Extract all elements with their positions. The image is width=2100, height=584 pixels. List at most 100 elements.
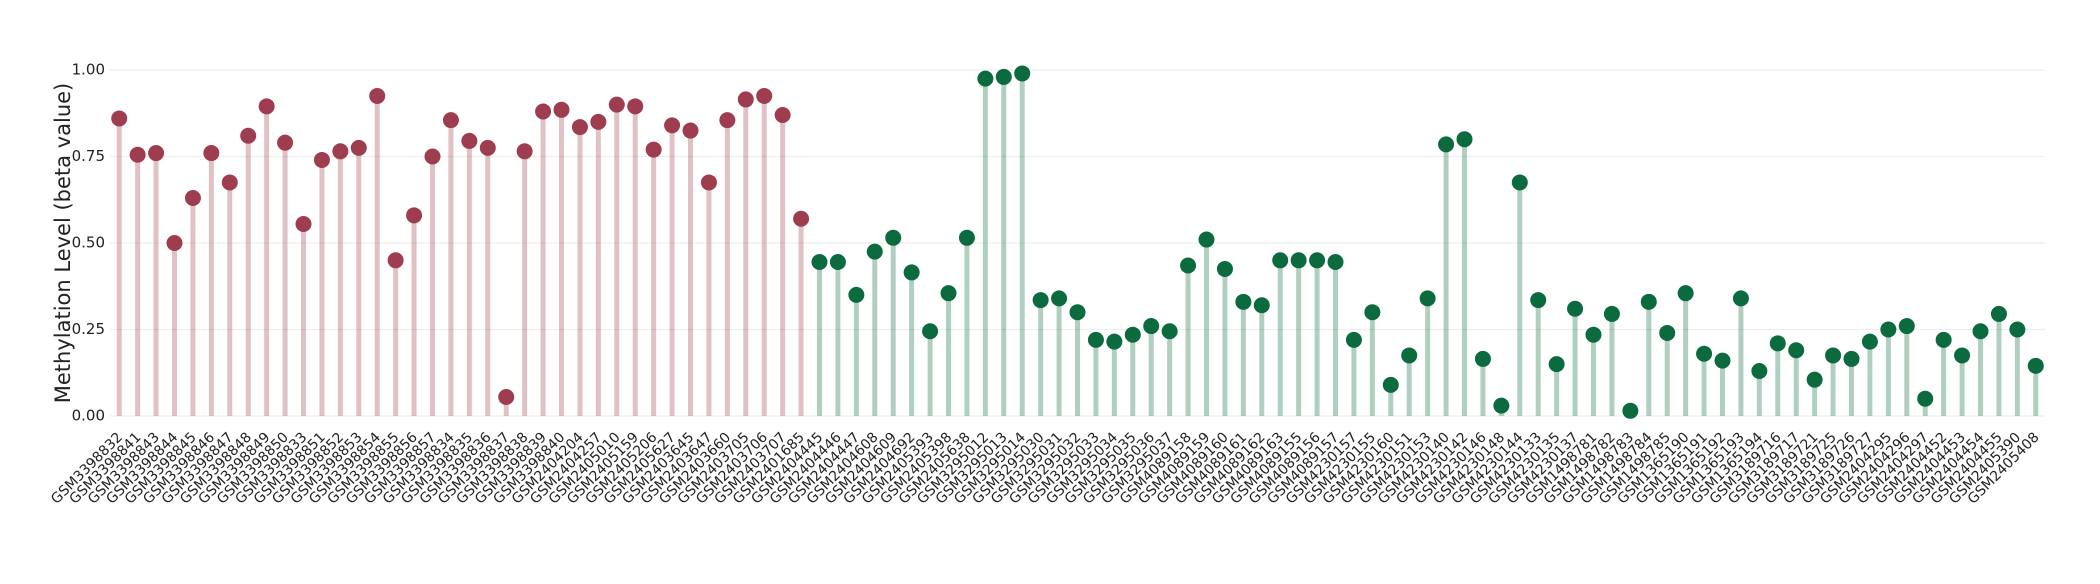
dot — [1143, 318, 1160, 335]
dot — [1567, 300, 1584, 317]
dot — [295, 215, 312, 232]
dot — [1087, 331, 1104, 348]
dot — [700, 174, 717, 191]
dot — [1198, 231, 1215, 248]
dot — [1438, 136, 1455, 153]
dot — [811, 254, 828, 271]
dot — [1511, 174, 1528, 191]
dot — [995, 68, 1012, 85]
dot — [1972, 323, 1989, 340]
dot — [1769, 335, 1786, 352]
dot — [1548, 356, 1565, 373]
dot — [129, 146, 146, 163]
dot — [1382, 376, 1399, 393]
dot — [1180, 257, 1197, 274]
dot — [1419, 290, 1436, 307]
dot — [1364, 304, 1381, 321]
dot — [1530, 292, 1547, 309]
dot — [2027, 357, 2044, 374]
dot — [1751, 363, 1768, 380]
y-tick-label: 0.75 — [72, 147, 105, 165]
dot — [535, 103, 552, 120]
dot — [885, 229, 902, 246]
dot — [1825, 347, 1842, 364]
dot — [1106, 333, 1123, 350]
dot — [553, 101, 570, 118]
dot — [627, 98, 644, 115]
dot — [571, 119, 588, 136]
dot — [590, 113, 607, 130]
dot — [498, 388, 515, 405]
dot — [1806, 371, 1823, 388]
dot — [1032, 292, 1049, 309]
dot — [903, 264, 920, 281]
dot — [682, 122, 699, 139]
dot — [737, 91, 754, 108]
dot — [479, 139, 496, 156]
dot — [958, 229, 975, 246]
dot — [1456, 131, 1473, 148]
dot — [922, 323, 939, 340]
y-tick-label: 0.00 — [72, 407, 105, 425]
dot — [2009, 321, 2026, 338]
dot — [1235, 293, 1252, 310]
dot — [1640, 293, 1657, 310]
dot — [1603, 305, 1620, 322]
dot — [1069, 304, 1086, 321]
dot — [848, 286, 865, 303]
y-tick-label: 0.50 — [72, 234, 105, 252]
dot — [1309, 252, 1326, 269]
dot — [1954, 347, 1971, 364]
dot — [387, 252, 404, 269]
dot — [645, 141, 662, 158]
dot — [1677, 285, 1694, 302]
dot — [664, 117, 681, 134]
dot — [516, 143, 533, 160]
dot — [184, 190, 201, 207]
dot — [461, 132, 478, 149]
dot — [1659, 324, 1676, 341]
dot — [424, 148, 441, 165]
dot — [940, 285, 957, 302]
dot — [1585, 326, 1602, 343]
dot — [1880, 321, 1897, 338]
dot — [240, 127, 257, 144]
dot — [1290, 252, 1307, 269]
dot — [1327, 254, 1344, 271]
dot — [756, 87, 773, 104]
dot — [1051, 290, 1068, 307]
dot — [1161, 323, 1178, 340]
dot — [774, 106, 791, 123]
dot — [1788, 342, 1805, 359]
dot — [866, 243, 883, 260]
dot — [1124, 326, 1141, 343]
dot — [793, 210, 810, 227]
dot — [1401, 347, 1418, 364]
dot — [313, 151, 330, 168]
dot — [1917, 390, 1934, 407]
dot — [442, 112, 459, 129]
dot — [1345, 331, 1362, 348]
dot — [111, 110, 128, 127]
y-tick-label: 1.00 — [72, 61, 105, 79]
dot — [148, 145, 165, 162]
dot — [829, 254, 846, 271]
dot — [406, 207, 423, 224]
dot — [1990, 305, 2007, 322]
dot — [350, 139, 367, 156]
dot — [1474, 350, 1491, 367]
dot — [1843, 350, 1860, 367]
dot — [1493, 397, 1510, 414]
dot — [369, 87, 386, 104]
dot — [1216, 260, 1233, 277]
dot — [166, 235, 183, 251]
dot — [1898, 318, 1915, 335]
dot — [1935, 331, 1952, 348]
dot — [1714, 352, 1731, 369]
dot — [1014, 65, 1031, 82]
dot — [1861, 333, 1878, 350]
dot — [719, 112, 736, 129]
dot — [221, 174, 238, 191]
y-axis-title: Methylation Level (beta value) — [51, 83, 75, 404]
